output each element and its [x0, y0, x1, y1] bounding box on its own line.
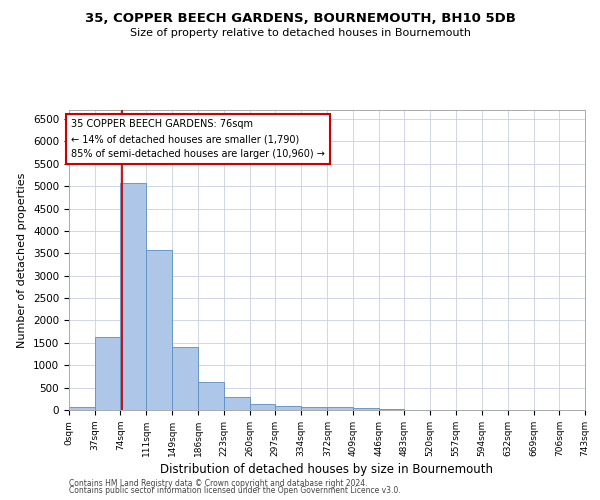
Bar: [95, 338, 121, 410]
Text: 35 COPPER BEECH GARDENS: 76sqm
← 14% of detached houses are smaller (1,790)
85% : 35 COPPER BEECH GARDENS: 76sqm ← 14% of …: [71, 120, 325, 159]
Bar: [250, 404, 275, 410]
Text: Size of property relative to detached houses in Bournemouth: Size of property relative to detached ho…: [130, 28, 470, 38]
Bar: [172, 348, 198, 410]
Bar: [146, 250, 172, 410]
Bar: [198, 382, 224, 410]
Bar: [224, 397, 250, 410]
Bar: [328, 406, 353, 410]
Bar: [301, 407, 328, 410]
Text: Contains public sector information licensed under the Open Government Licence v3: Contains public sector information licen…: [69, 486, 401, 495]
Text: Contains HM Land Registry data © Crown copyright and database right 2024.: Contains HM Land Registry data © Crown c…: [69, 478, 367, 488]
Bar: [275, 406, 301, 410]
Bar: [379, 408, 404, 410]
Y-axis label: Number of detached properties: Number of detached properties: [17, 172, 28, 348]
Bar: [353, 408, 379, 410]
X-axis label: Distribution of detached houses by size in Bournemouth: Distribution of detached houses by size …: [161, 463, 493, 476]
Bar: [121, 183, 146, 410]
Bar: [69, 407, 95, 410]
Text: 35, COPPER BEECH GARDENS, BOURNEMOUTH, BH10 5DB: 35, COPPER BEECH GARDENS, BOURNEMOUTH, B…: [85, 12, 515, 26]
